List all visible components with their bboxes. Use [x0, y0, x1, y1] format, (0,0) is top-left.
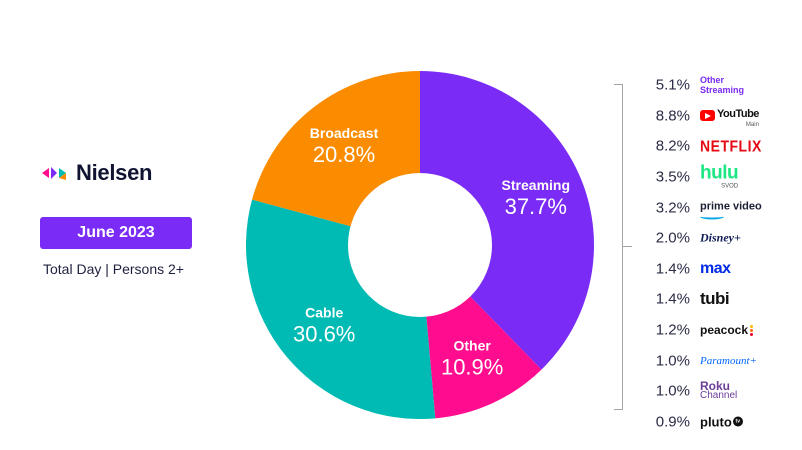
streaming-breakdown-list: 5.1% Other Streaming 8.8% YouTube Main 8… — [638, 70, 798, 437]
roku-logo-line-2: Channel — [700, 390, 738, 402]
service-share: 3.5% — [655, 168, 690, 186]
youtube-logo-text: YouTube — [717, 107, 759, 120]
slice-label-streaming: Streaming — [502, 177, 570, 193]
other-streaming-logo-line-1: Other — [700, 75, 725, 86]
disney-plus-logo-icon: Disney+ — [700, 231, 741, 246]
peacock-logo-text: peacock — [700, 323, 749, 338]
pluto-tv-logo-icon: pluto tv — [700, 414, 743, 429]
other-streaming-logo-icon: Other Streaming — [700, 75, 744, 95]
list-item: 0.9% pluto tv — [638, 407, 798, 438]
brand-name: Nielsen — [76, 160, 153, 185]
hulu-logo-icon: hulu SVOD — [700, 162, 739, 190]
slice-value-cable: 30.6% — [293, 321, 355, 346]
paramount-plus-logo-icon: Paramount+ — [700, 355, 757, 367]
list-item: 1.4% max — [638, 254, 798, 285]
youtube-logo-icon: YouTube Main — [700, 104, 759, 128]
netflix-logo-icon: NETFLIX — [700, 137, 762, 156]
list-item: 3.2% prime video — [638, 192, 798, 223]
nielsen-mark-icon — [42, 167, 66, 180]
slice-label-other: Other — [453, 338, 491, 354]
list-item: 1.4% tubi — [638, 284, 798, 315]
service-share: 1.4% — [655, 260, 690, 278]
service-share: 1.0% — [655, 382, 690, 400]
other-streaming-logo-line-2: Streaming — [700, 85, 745, 96]
netflix-logo-text: NETFLIX — [700, 137, 762, 156]
service-share: 8.8% — [655, 107, 690, 125]
prime-video-logo-text: prime video — [700, 200, 762, 213]
service-share: 1.2% — [655, 321, 690, 339]
tubi-logo-text: tubi — [700, 289, 730, 309]
paramount-plus-logo-text: Paramount+ — [700, 354, 757, 367]
max-logo-icon: max — [700, 260, 731, 278]
slice-value-broadcast: 20.8% — [313, 142, 375, 167]
roku-logo-line-1: Roku — [700, 379, 730, 394]
slice-label-cable: Cable — [305, 304, 343, 320]
peacock-dots-icon — [750, 324, 754, 336]
disney-plus-logo-text: Disney+ — [700, 230, 741, 245]
peacock-logo-icon: peacock — [700, 323, 754, 338]
slice-label-broadcast: Broadcast — [310, 125, 379, 141]
list-item: 1.0% Paramount+ — [638, 345, 798, 376]
youtube-play-icon — [700, 110, 715, 122]
pluto-logo-text: pluto — [700, 414, 732, 430]
service-share: 3.2% — [655, 199, 690, 217]
max-logo-text: max — [700, 259, 731, 277]
slice-value-streaming: 37.7% — [505, 194, 567, 219]
hulu-sub-label: SVOD — [721, 183, 739, 190]
service-share: 5.1% — [655, 76, 690, 94]
list-item: 3.5% hulu SVOD — [638, 162, 798, 193]
pluto-tv-badge-icon: tv — [732, 416, 743, 427]
date-badge: June 2023 — [40, 217, 192, 249]
roku-channel-logo-icon: Roku Channel — [700, 379, 738, 402]
list-item: 1.2% peacock — [638, 315, 798, 346]
donut-hole — [348, 173, 492, 317]
service-share: 1.0% — [655, 352, 690, 370]
list-item: 8.2% NETFLIX — [638, 131, 798, 162]
list-item: 8.8% YouTube Main — [638, 101, 798, 132]
list-item: 5.1% Other Streaming — [638, 70, 798, 101]
hulu-logo-text: hulu — [700, 162, 739, 184]
service-share: 2.0% — [655, 229, 690, 247]
youtube-sub-label: Main — [745, 121, 759, 128]
tubi-logo-icon: tubi — [700, 289, 730, 309]
breakdown-bracket-tick — [622, 246, 632, 247]
service-share: 0.9% — [655, 413, 690, 431]
service-share: 1.4% — [655, 290, 690, 308]
slice-streaming — [420, 71, 594, 370]
prime-video-logo-icon: prime video — [700, 196, 762, 220]
breakdown-bracket — [614, 84, 623, 410]
nielsen-logo: Nielsen — [42, 160, 152, 186]
prime-smile-icon — [700, 213, 724, 220]
list-item: 1.0% Roku Channel — [638, 376, 798, 407]
slice-value-other: 10.9% — [441, 355, 503, 380]
audience-subtitle: Total Day | Persons 2+ — [43, 261, 184, 277]
service-share: 8.2% — [655, 137, 690, 155]
list-item: 2.0% Disney+ — [638, 223, 798, 254]
